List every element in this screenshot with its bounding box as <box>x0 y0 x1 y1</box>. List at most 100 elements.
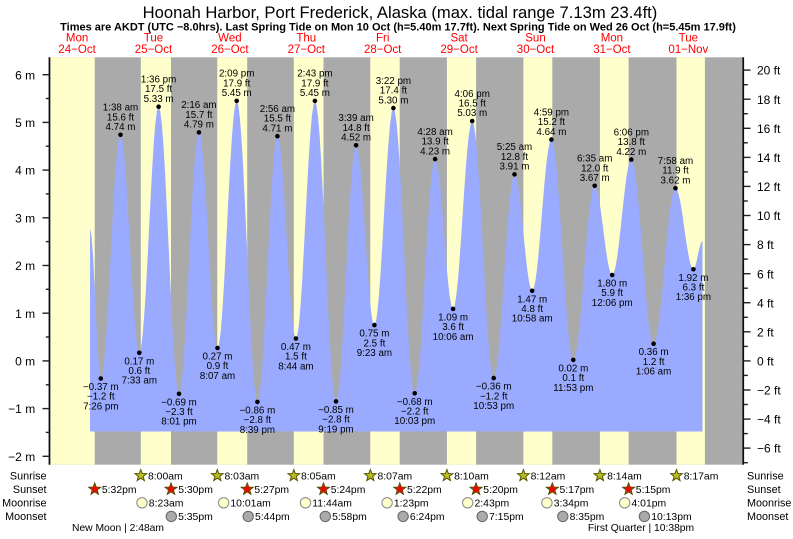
svg-text:30−Oct: 30−Oct <box>517 44 555 56</box>
svg-text:Moonrise: Moonrise <box>2 498 46 510</box>
svg-text:8:01 pm: 8:01 pm <box>161 417 196 428</box>
svg-text:Sunset: Sunset <box>13 484 47 496</box>
svg-text:15.6 ft: 15.6 ft <box>107 112 135 123</box>
svg-text:1:38 am: 1:38 am <box>103 103 138 114</box>
svg-text:5:44pm: 5:44pm <box>255 512 290 523</box>
svg-text:3.67 m: 3.67 m <box>580 173 610 184</box>
svg-text:−2 ft: −2 ft <box>757 384 781 398</box>
svg-text:16 ft: 16 ft <box>757 122 781 136</box>
svg-text:6:35 am: 6:35 am <box>577 154 612 165</box>
svg-text:24−Oct: 24−Oct <box>58 44 96 56</box>
svg-text:8:44 am: 8:44 am <box>278 361 313 372</box>
svg-text:Sunrise: Sunrise <box>10 470 47 482</box>
svg-text:12 ft: 12 ft <box>757 180 781 194</box>
svg-text:−6 ft: −6 ft <box>757 442 781 456</box>
svg-text:4.71 m: 4.71 m <box>262 123 292 134</box>
svg-text:Thu: Thu <box>296 33 316 45</box>
svg-text:−2.8 ft: −2.8 ft <box>244 415 272 426</box>
svg-text:7:58 am: 7:58 am <box>658 156 693 167</box>
svg-text:5:24pm: 5:24pm <box>331 485 366 496</box>
svg-text:28−Oct: 28−Oct <box>364 44 402 56</box>
svg-text:Moonset: Moonset <box>5 511 46 523</box>
svg-text:−2.3 ft: −2.3 ft <box>165 407 193 418</box>
svg-text:8:00am: 8:00am <box>148 471 183 482</box>
svg-text:5 m: 5 m <box>15 116 35 130</box>
svg-text:5:30pm: 5:30pm <box>178 485 213 496</box>
svg-text:−1.2 ft: −1.2 ft <box>87 392 115 403</box>
svg-text:1.09 m: 1.09 m <box>438 312 468 323</box>
svg-text:8:07 am: 8:07 am <box>200 371 235 382</box>
svg-text:11.9 ft: 11.9 ft <box>662 166 689 177</box>
svg-text:10:13pm: 10:13pm <box>651 512 691 523</box>
svg-text:−4 ft: −4 ft <box>757 413 781 427</box>
svg-text:0.47 m: 0.47 m <box>281 342 311 353</box>
svg-text:4 ft: 4 ft <box>757 296 774 310</box>
svg-text:7:26 pm: 7:26 pm <box>83 401 118 412</box>
svg-text:10:53 pm: 10:53 pm <box>473 401 514 412</box>
svg-text:Tue: Tue <box>679 33 698 45</box>
svg-text:5.33 m: 5.33 m <box>144 94 174 105</box>
svg-text:−1.2 ft: −1.2 ft <box>480 391 508 402</box>
svg-text:6:24pm: 6:24pm <box>410 512 445 523</box>
svg-text:15.7 ft: 15.7 ft <box>185 110 213 121</box>
svg-text:Tue: Tue <box>144 33 163 45</box>
svg-text:3.62 m: 3.62 m <box>661 175 691 186</box>
svg-text:1.47 m: 1.47 m <box>517 294 547 305</box>
svg-text:0.75 m: 0.75 m <box>359 329 389 340</box>
svg-text:4.52 m: 4.52 m <box>341 133 371 144</box>
svg-text:−2 m: −2 m <box>8 450 35 464</box>
svg-text:14.8 ft: 14.8 ft <box>342 123 370 134</box>
svg-text:3:39 am: 3:39 am <box>338 113 373 124</box>
svg-text:15.5 ft: 15.5 ft <box>264 114 292 125</box>
svg-text:0 ft: 0 ft <box>757 355 774 369</box>
svg-text:−0.86 m: −0.86 m <box>240 405 276 416</box>
svg-text:1 m: 1 m <box>15 307 35 321</box>
svg-text:Sunrise: Sunrise <box>747 470 784 482</box>
svg-text:1.5 ft: 1.5 ft <box>285 352 307 363</box>
svg-text:2:43 pm: 2:43 pm <box>297 69 332 80</box>
svg-text:Sun: Sun <box>525 33 545 45</box>
svg-text:3:34pm: 3:34pm <box>554 499 589 510</box>
svg-text:8:17am: 8:17am <box>684 471 719 482</box>
svg-text:11:44am: 11:44am <box>312 499 352 510</box>
svg-text:5:32pm: 5:32pm <box>102 485 137 496</box>
svg-text:8:23am: 8:23am <box>149 499 184 510</box>
svg-text:3:22 pm: 3:22 pm <box>376 76 411 87</box>
svg-text:6 m: 6 m <box>15 68 35 82</box>
svg-text:2 m: 2 m <box>15 259 35 273</box>
svg-text:10 ft: 10 ft <box>757 209 781 223</box>
svg-text:2:43pm: 2:43pm <box>475 499 510 510</box>
svg-text:−0.68 m: −0.68 m <box>397 397 433 408</box>
svg-text:5.03 m: 5.03 m <box>457 108 487 119</box>
svg-text:0.36 m: 0.36 m <box>639 347 669 358</box>
svg-text:5:22pm: 5:22pm <box>407 485 442 496</box>
svg-text:Fri: Fri <box>376 33 389 45</box>
svg-text:3.6 ft: 3.6 ft <box>442 322 464 333</box>
svg-text:5:25 am: 5:25 am <box>497 142 532 153</box>
svg-text:1.80 m: 1.80 m <box>597 279 627 290</box>
svg-text:16.5 ft: 16.5 ft <box>459 99 487 110</box>
svg-text:−0.69 m: −0.69 m <box>161 397 197 408</box>
svg-text:5:17pm: 5:17pm <box>560 485 595 496</box>
svg-text:10:01am: 10:01am <box>230 499 270 510</box>
svg-text:12.8 ft: 12.8 ft <box>501 152 529 163</box>
svg-text:4.8 ft: 4.8 ft <box>521 304 543 315</box>
svg-text:8 ft: 8 ft <box>757 238 774 252</box>
svg-text:1:06 am: 1:06 am <box>636 367 671 378</box>
svg-text:1.92 m: 1.92 m <box>678 273 708 284</box>
svg-text:Moonset: Moonset <box>747 511 788 523</box>
svg-text:5.9 ft: 5.9 ft <box>601 288 623 299</box>
svg-text:3 m: 3 m <box>15 211 35 225</box>
svg-text:5.30 m: 5.30 m <box>378 95 408 106</box>
svg-text:20 ft: 20 ft <box>757 64 781 78</box>
svg-text:1:36 pm: 1:36 pm <box>141 75 176 86</box>
svg-text:5.45 m: 5.45 m <box>300 88 330 99</box>
svg-text:1:36 pm: 1:36 pm <box>676 292 711 303</box>
svg-text:8:05am: 8:05am <box>301 471 336 482</box>
svg-text:Times are AKDT (UTC −8.0hrs).: Times are AKDT (UTC −8.0hrs). Last Sprin… <box>60 22 736 34</box>
svg-text:8:12am: 8:12am <box>531 471 566 482</box>
svg-text:4.23 m: 4.23 m <box>420 146 450 157</box>
svg-text:−0.85 m: −0.85 m <box>318 405 354 416</box>
svg-text:7:33 am: 7:33 am <box>122 376 157 387</box>
svg-text:0.17 m: 0.17 m <box>124 356 154 367</box>
